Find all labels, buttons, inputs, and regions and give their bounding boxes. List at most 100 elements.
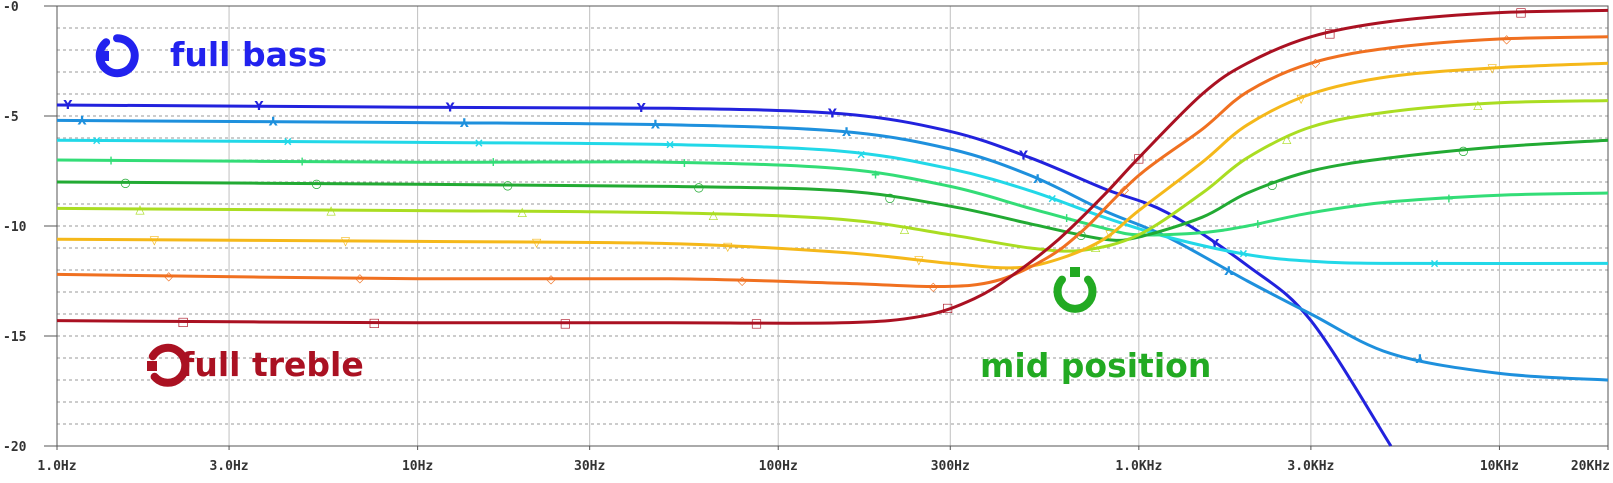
- series-marker: ×: [856, 147, 866, 161]
- series-marker: △: [709, 207, 719, 221]
- series-7: ▽ ▽ ▽ ▽ ▽ ▽ ▽ ▽: [56, 61, 1609, 270]
- series-marker: □: [178, 314, 189, 328]
- series-line: [56, 35, 1609, 289]
- series-line: [56, 158, 1609, 237]
- series-marker: Y: [254, 99, 264, 113]
- series-marker: ◇: [929, 279, 939, 293]
- series-marker: △: [900, 221, 910, 235]
- series-marker: +: [488, 155, 498, 169]
- series-marker: ⅄: [268, 115, 278, 129]
- series-3: × × × × × × × ×: [56, 133, 1609, 270]
- series-marker: Y: [445, 100, 455, 114]
- series-marker: +: [1444, 191, 1454, 205]
- y-tick-label: -10: [3, 220, 27, 235]
- series-5: ○ ○ ○ ○ ○ ○ ○ ○: [56, 138, 1609, 242]
- y-tick-label: -0: [3, 0, 19, 15]
- series-line: [56, 118, 1609, 382]
- series-marker: ⅄: [1415, 352, 1425, 366]
- series-marker: △: [1282, 132, 1292, 146]
- series-marker: △: [518, 205, 528, 219]
- series-group: Y Y Y Y Y Y Y ⅄ ⅄ ⅄ ⅄ ⅄ ⅄ ⅄ ⅄ × × × × × × × × + + + + + + + + ○ ○ ○ ○ ○ ○ ○ ○ △…: [56, 5, 1609, 447]
- series-4: + + + + + + + +: [56, 153, 1609, 237]
- series-marker: ◇: [1502, 32, 1512, 46]
- series-marker: ⅄: [77, 114, 87, 128]
- series-marker: ⅄: [650, 118, 660, 132]
- y-tick-label: -15: [3, 330, 26, 345]
- series-marker: □: [1515, 5, 1526, 19]
- series-marker: ▽: [1105, 227, 1115, 241]
- x-tick-label: 3.0Hz: [209, 459, 248, 474]
- series-line: [56, 138, 1609, 242]
- series-marker: +: [871, 167, 881, 181]
- series-marker: ×: [283, 135, 293, 149]
- series-marker: ▽: [1488, 61, 1498, 75]
- x-tick-label: 3.0KHz: [1287, 459, 1334, 474]
- series-marker: ▽: [1296, 92, 1306, 106]
- series-marker: +: [679, 156, 689, 170]
- series-marker: ×: [1430, 256, 1440, 270]
- series-marker: □: [942, 301, 953, 315]
- series-line: [56, 103, 1393, 447]
- series-marker: +: [1253, 217, 1263, 231]
- series-marker: +: [1062, 211, 1072, 225]
- series-marker: Y: [636, 101, 646, 115]
- series-marker: ◇: [546, 272, 556, 286]
- series-marker: +: [106, 153, 116, 167]
- series-marker: Y: [62, 98, 72, 112]
- series-marker: ○: [1076, 227, 1086, 241]
- series-marker: ⅄: [1032, 172, 1042, 186]
- x-tick-label: 100Hz: [759, 459, 798, 474]
- series-marker: ○: [694, 180, 704, 194]
- y-tick-label: -20: [3, 440, 27, 455]
- series-marker: ▽: [723, 240, 733, 254]
- bass-knob-icon: [95, 34, 139, 78]
- series-marker: Y: [1018, 149, 1028, 163]
- series-marker: ▽: [341, 234, 351, 248]
- series-marker: △: [1473, 98, 1483, 112]
- series-marker: ◇: [1120, 183, 1130, 197]
- y-tick-label: -5: [3, 110, 19, 125]
- annotation-full-bass: full bass: [170, 35, 327, 74]
- series-marker: ×: [665, 138, 675, 152]
- series-marker: Y: [1209, 237, 1219, 251]
- series-marker: ×: [1238, 247, 1248, 261]
- series-marker: △: [326, 203, 336, 217]
- series-marker: □: [560, 316, 571, 330]
- series-marker: ⅄: [459, 116, 469, 130]
- series-marker: ◇: [738, 274, 748, 288]
- series-marker: ▽: [532, 235, 542, 249]
- series-marker: ▽: [914, 253, 924, 267]
- y-tick-labels: -0 -5 -10 -15 -20: [3, 0, 57, 455]
- series-marker: ▽: [150, 233, 160, 247]
- series-9: □ □ □ □ □ □ □ □: [56, 5, 1609, 330]
- series-1: Y Y Y Y Y Y Y: [56, 98, 1393, 447]
- series-marker: ⅄: [841, 125, 851, 139]
- series-line: [56, 138, 1609, 266]
- series-marker: △: [135, 202, 145, 216]
- series-marker: ○: [885, 191, 895, 205]
- series-2: ⅄ ⅄ ⅄ ⅄ ⅄ ⅄ ⅄ ⅄: [56, 114, 1609, 382]
- annotation-mid-position: mid position: [980, 346, 1211, 385]
- x-tick-label: 20KHz: [1571, 459, 1610, 474]
- x-tick-label: 1.0Hz: [37, 459, 76, 474]
- series-marker: ×: [474, 136, 484, 150]
- x-tick-label: 300Hz: [931, 459, 970, 474]
- series-marker: ×: [1047, 192, 1057, 206]
- series-marker: ○: [1458, 143, 1468, 157]
- treble-knob-icon: [147, 343, 190, 387]
- series-marker: ◇: [355, 271, 365, 285]
- series-marker: □: [1324, 26, 1335, 40]
- series-marker: Y: [827, 106, 837, 120]
- annotation-full-treble: full treble: [180, 345, 364, 384]
- x-tick-label: 10KHz: [1480, 459, 1519, 474]
- series-marker: ○: [503, 178, 513, 192]
- series-marker: ◇: [1311, 55, 1321, 69]
- x-tick-label: 1.0KHz: [1115, 459, 1162, 474]
- series-marker: ○: [1267, 177, 1277, 191]
- series-marker: □: [1133, 151, 1144, 165]
- series-marker: +: [297, 154, 307, 168]
- mid-knob-icon: [1053, 267, 1097, 313]
- x-tick-labels: 1.0Hz 3.0Hz 10Hz 30Hz 100Hz 300Hz 1.0KHz 3.0KHz…: [37, 446, 1610, 474]
- series-line: [56, 8, 1609, 325]
